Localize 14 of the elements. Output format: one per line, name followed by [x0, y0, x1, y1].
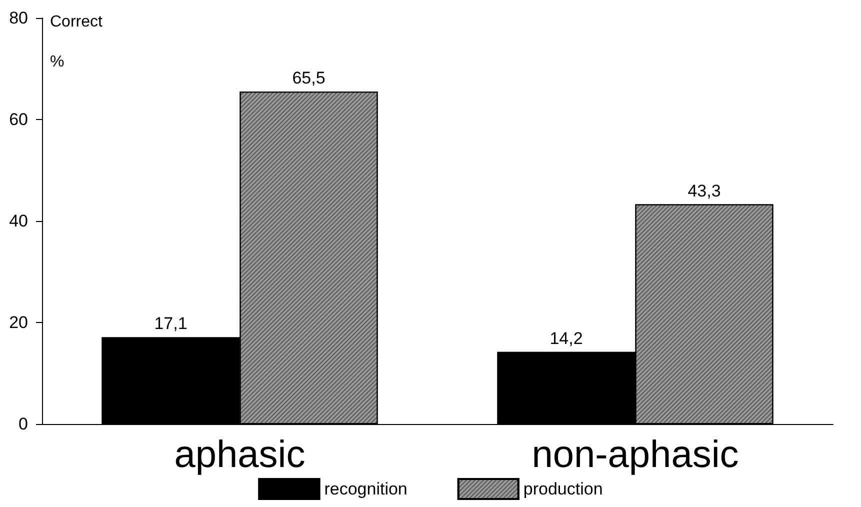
y-tick-label: 0 [18, 414, 28, 434]
legend-label: recognition [324, 480, 408, 498]
y-tick-label: 20 [9, 313, 28, 332]
y-tick-label: 80 [9, 8, 28, 28]
x-tick-label: non-aphasic [532, 434, 739, 476]
data-label: 14,2 [550, 328, 583, 348]
data-label: 43,3 [688, 181, 721, 200]
legend-label: production [523, 480, 603, 498]
data-label: 17,1 [154, 314, 188, 334]
y-tick-label: 60 [9, 110, 28, 129]
data-label: 65,5 [292, 68, 326, 88]
x-tick-label: aphasic [174, 434, 306, 476]
text: Correct % [50, 14, 102, 70]
y-tick-label: 40 [9, 212, 28, 230]
